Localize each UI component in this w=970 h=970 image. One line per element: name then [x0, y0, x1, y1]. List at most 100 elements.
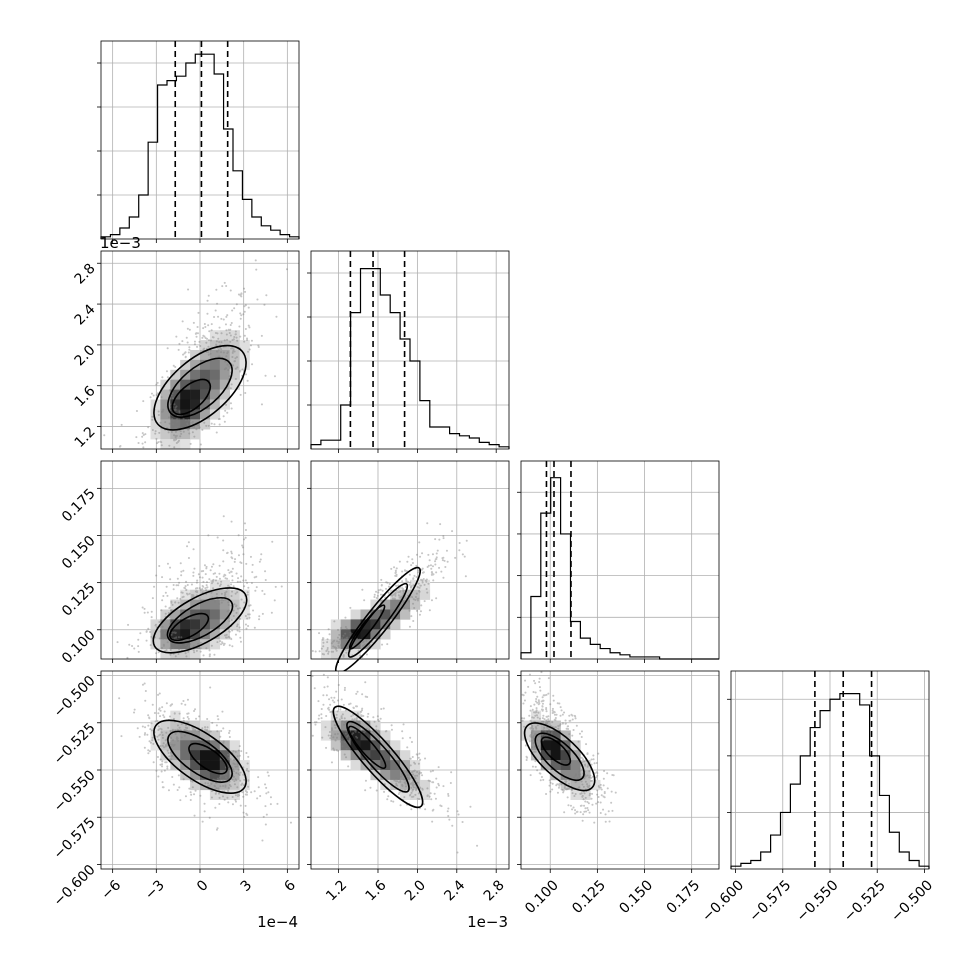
density-cell	[390, 740, 401, 751]
density-cell	[150, 429, 161, 440]
density-cell	[390, 760, 401, 771]
density-cell	[180, 619, 191, 630]
density-cell	[180, 359, 191, 371]
density-cell	[200, 389, 211, 400]
density-cell	[229, 589, 240, 600]
density-cell	[540, 750, 551, 761]
density-cell	[219, 760, 230, 771]
density-cell	[170, 439, 181, 450]
density-cell	[419, 779, 431, 791]
density-cell	[160, 639, 171, 650]
density-cell	[229, 609, 240, 620]
x-tick-label: 2.8	[481, 877, 508, 904]
density-cell	[180, 419, 191, 430]
density-cell	[219, 359, 230, 371]
density-cell	[380, 599, 391, 610]
density-cell	[190, 350, 201, 361]
density-cell	[229, 340, 240, 351]
density-cell	[200, 599, 211, 610]
density-cell	[160, 609, 171, 620]
density-cell	[150, 409, 161, 420]
density-cell	[390, 619, 401, 630]
y-tick-label: 2.8	[72, 261, 99, 288]
density-cell	[180, 740, 191, 751]
y-tick-label: 0.175	[59, 486, 99, 526]
density-cell	[350, 609, 361, 620]
density-cell	[340, 619, 351, 630]
density-cell	[580, 770, 591, 781]
density-cell	[200, 399, 211, 410]
density-cell	[540, 740, 551, 751]
density-cell	[550, 740, 561, 751]
x-offset-label: 1e−4	[257, 913, 298, 931]
density-cell	[239, 760, 250, 771]
x-tick-label: 0	[194, 877, 212, 895]
density-cell	[190, 779, 201, 791]
x-tick-label: 0.175	[664, 877, 704, 917]
x-tick-label: 6	[281, 877, 299, 895]
x-tick-label: 3	[238, 877, 256, 895]
density-cell	[170, 760, 181, 771]
density-cell	[170, 399, 181, 410]
density-cell	[550, 770, 561, 781]
y-tick-label: 1.6	[72, 383, 99, 410]
contour-line	[168, 612, 210, 642]
density-cell	[400, 779, 411, 791]
density-cell	[360, 639, 371, 650]
density-cell	[229, 740, 240, 751]
density-cell	[190, 589, 201, 600]
scatter-panel-3-1: 1.2 1.6 2.0 2.4 2.8	[307, 670, 510, 904]
density-cell	[160, 419, 171, 430]
density-cell	[229, 760, 240, 771]
density-cell	[590, 779, 601, 791]
density-cell	[209, 760, 221, 771]
density-cell	[390, 779, 401, 791]
density-cell	[150, 629, 161, 640]
x-tick-label: 0.150	[616, 877, 656, 917]
density-cell	[170, 649, 181, 660]
density-cell	[370, 750, 381, 761]
y-offset-label: 1e−3	[100, 234, 141, 252]
density-cell	[170, 419, 181, 430]
density-cell	[209, 579, 221, 590]
density-cell	[190, 399, 201, 410]
density-cell	[350, 760, 361, 771]
density-cell	[170, 720, 181, 731]
density-cell	[370, 639, 381, 650]
density-cell	[170, 629, 181, 640]
contour-line	[166, 596, 234, 644]
density-cell	[190, 429, 201, 440]
density-cell	[209, 359, 221, 371]
panel-frame	[100, 250, 300, 450]
histogram-panel-0	[97, 40, 300, 243]
panel-frame	[730, 670, 930, 870]
density-cell	[350, 720, 361, 731]
density-cell	[550, 730, 561, 741]
density-cell	[190, 649, 201, 660]
density-cell	[419, 589, 431, 600]
density-cell	[209, 389, 221, 400]
contour-line	[152, 587, 248, 654]
y-tick-label: 0.100	[59, 627, 99, 667]
density-cell	[200, 770, 211, 781]
y-tick-label: −0.525	[51, 720, 99, 768]
contour-line	[540, 736, 572, 766]
density-cell	[180, 389, 191, 400]
density-cell	[360, 720, 371, 731]
density-cell	[580, 779, 591, 791]
density-cell	[150, 730, 161, 741]
density-cell	[170, 639, 181, 650]
density-cell	[350, 710, 361, 721]
density-cell	[200, 629, 211, 640]
density-cell	[150, 619, 161, 630]
density-cell	[160, 720, 171, 731]
density-cell	[360, 609, 371, 620]
density-cell	[370, 740, 381, 751]
density-cell	[219, 750, 230, 761]
density-cell	[229, 770, 240, 781]
density-cell	[340, 649, 351, 660]
density-cell	[320, 649, 332, 660]
density-cell	[190, 639, 201, 650]
density-cell	[180, 399, 191, 410]
